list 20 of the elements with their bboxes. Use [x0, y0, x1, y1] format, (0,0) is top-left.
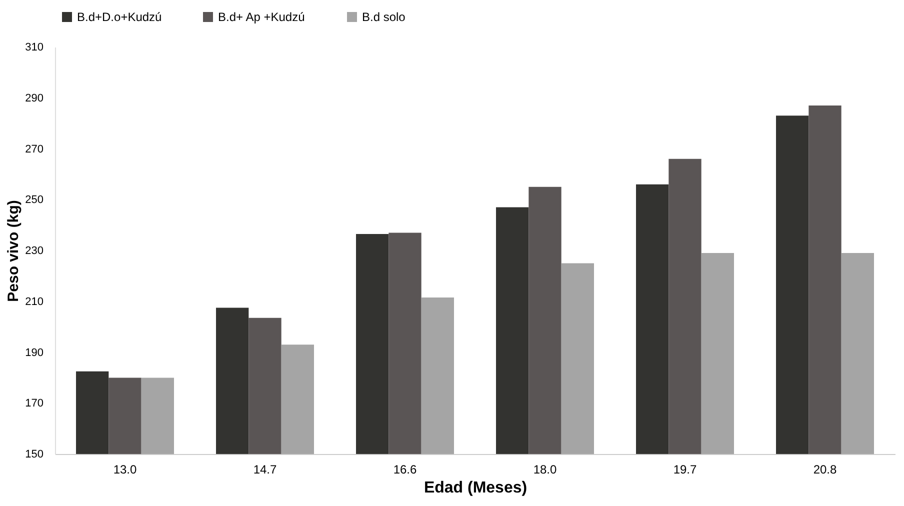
x-tick-label: 13.0: [113, 462, 137, 476]
y-tick-label: 170: [25, 398, 44, 410]
y-tick-label: 250: [25, 194, 44, 206]
x-tick-label: 14.7: [253, 462, 277, 476]
y-tick-label: 270: [25, 143, 44, 156]
y-tick-label: 230: [25, 245, 44, 257]
legend-label: B.d solo: [362, 10, 406, 24]
y-tick-label: 210: [25, 296, 44, 308]
y-tick-label: 290: [25, 92, 44, 104]
x-tick-label: 19.7: [673, 462, 697, 476]
y-tick-label: 150: [25, 448, 44, 460]
x-tick-label: 18.0: [533, 462, 557, 476]
y-tick-label: 190: [25, 346, 44, 359]
x-tick-label: 16.6: [393, 462, 417, 476]
legend-label: B.d+D.o+Kudzú: [77, 10, 162, 24]
x-axis-title: Edad (Meses): [424, 480, 528, 496]
legend-label: B.d+ Ap +Kudzú: [218, 10, 305, 24]
y-tick-label: 310: [25, 42, 44, 54]
x-tick-label: 20.8: [813, 462, 837, 476]
y-axis-title: Peso vivo (kg): [5, 200, 22, 302]
